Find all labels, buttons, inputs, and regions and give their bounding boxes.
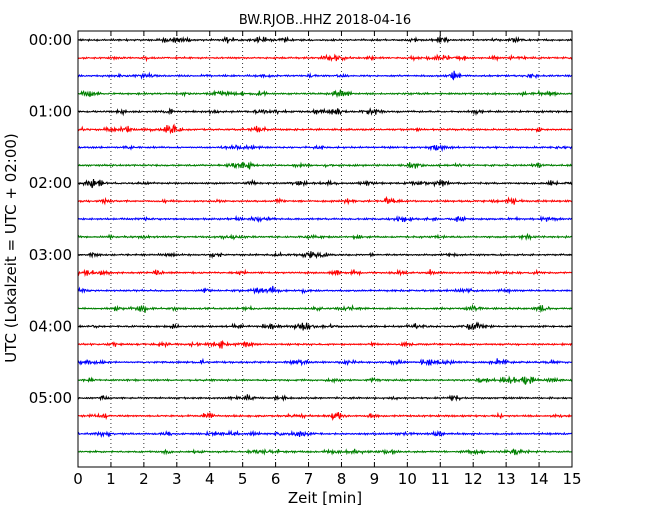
x-tick-label: 3 [172,470,182,488]
seismogram-trace [77,285,573,295]
y-tick-label: 04:00 [29,317,72,335]
x-tick-label: 12 [464,470,483,488]
seismogram-trace [77,339,573,349]
x-tick-label: 1 [106,470,116,488]
x-tick-label: 2 [139,470,149,488]
seismogram-trace [77,394,573,402]
x-axis-label: Zeit [min] [288,489,362,507]
x-tick-label: 7 [304,470,314,488]
y-tick-label: 00:00 [29,31,72,49]
x-tick-label: 8 [337,470,347,488]
seismogram-trace [77,70,573,81]
seismogram-trace [77,303,573,313]
plot-frame [77,30,573,468]
seismogram-trace [77,123,573,135]
seismogram-trace [77,178,573,189]
seismogram-trace [77,411,572,422]
seismogram-traces [77,35,573,456]
chart-title: BW.RJOB..HHZ 2018-04-16 [239,13,411,28]
y-axis-label: UTC (Lokalzeit = UTC + 02:00) [2,133,20,363]
seismogram-trace [77,35,573,44]
x-tick-label: 15 [562,470,581,488]
seismogram-trace [77,195,573,206]
seismogram-trace [77,429,573,438]
x-tick-label: 13 [497,470,516,488]
x-tick-label: 5 [238,470,248,488]
seismogram-trace [77,53,573,63]
seismogram-trace [77,268,573,277]
seismogram-trace [77,107,573,117]
seismogram-trace [77,232,573,241]
y-tick-label: 02:00 [29,174,72,192]
x-tick-label: 11 [431,470,450,488]
x-axis: 0 1 2 3 4 5 6 7 8 9 10 11 12 13 14 15 [73,31,582,488]
seismogram-trace [77,448,573,456]
seismogram-trace [77,143,573,153]
x-tick-label: 4 [205,470,215,488]
x-tick-label: 10 [398,470,417,488]
seismogram-trace [77,214,573,224]
seismogram-trace [77,251,573,260]
x-tick-label: 6 [271,470,281,488]
seismogram-trace [77,160,573,170]
seismogram-trace [77,321,573,331]
vertical-grid [110,31,540,467]
seismogram-trace [77,375,573,385]
seismogram-trace [77,89,573,99]
x-tick-label: 0 [73,470,83,488]
x-tick-label: 9 [370,470,380,488]
x-tick-label: 14 [530,470,549,488]
y-tick-label: 05:00 [29,389,72,407]
y-tick-label: 01:00 [29,103,72,121]
y-tick-label: 03:00 [29,246,72,264]
y-axis: 00:00 01:00 02:00 03:00 04:00 05:00 [29,31,572,407]
seismogram-trace [77,357,573,367]
